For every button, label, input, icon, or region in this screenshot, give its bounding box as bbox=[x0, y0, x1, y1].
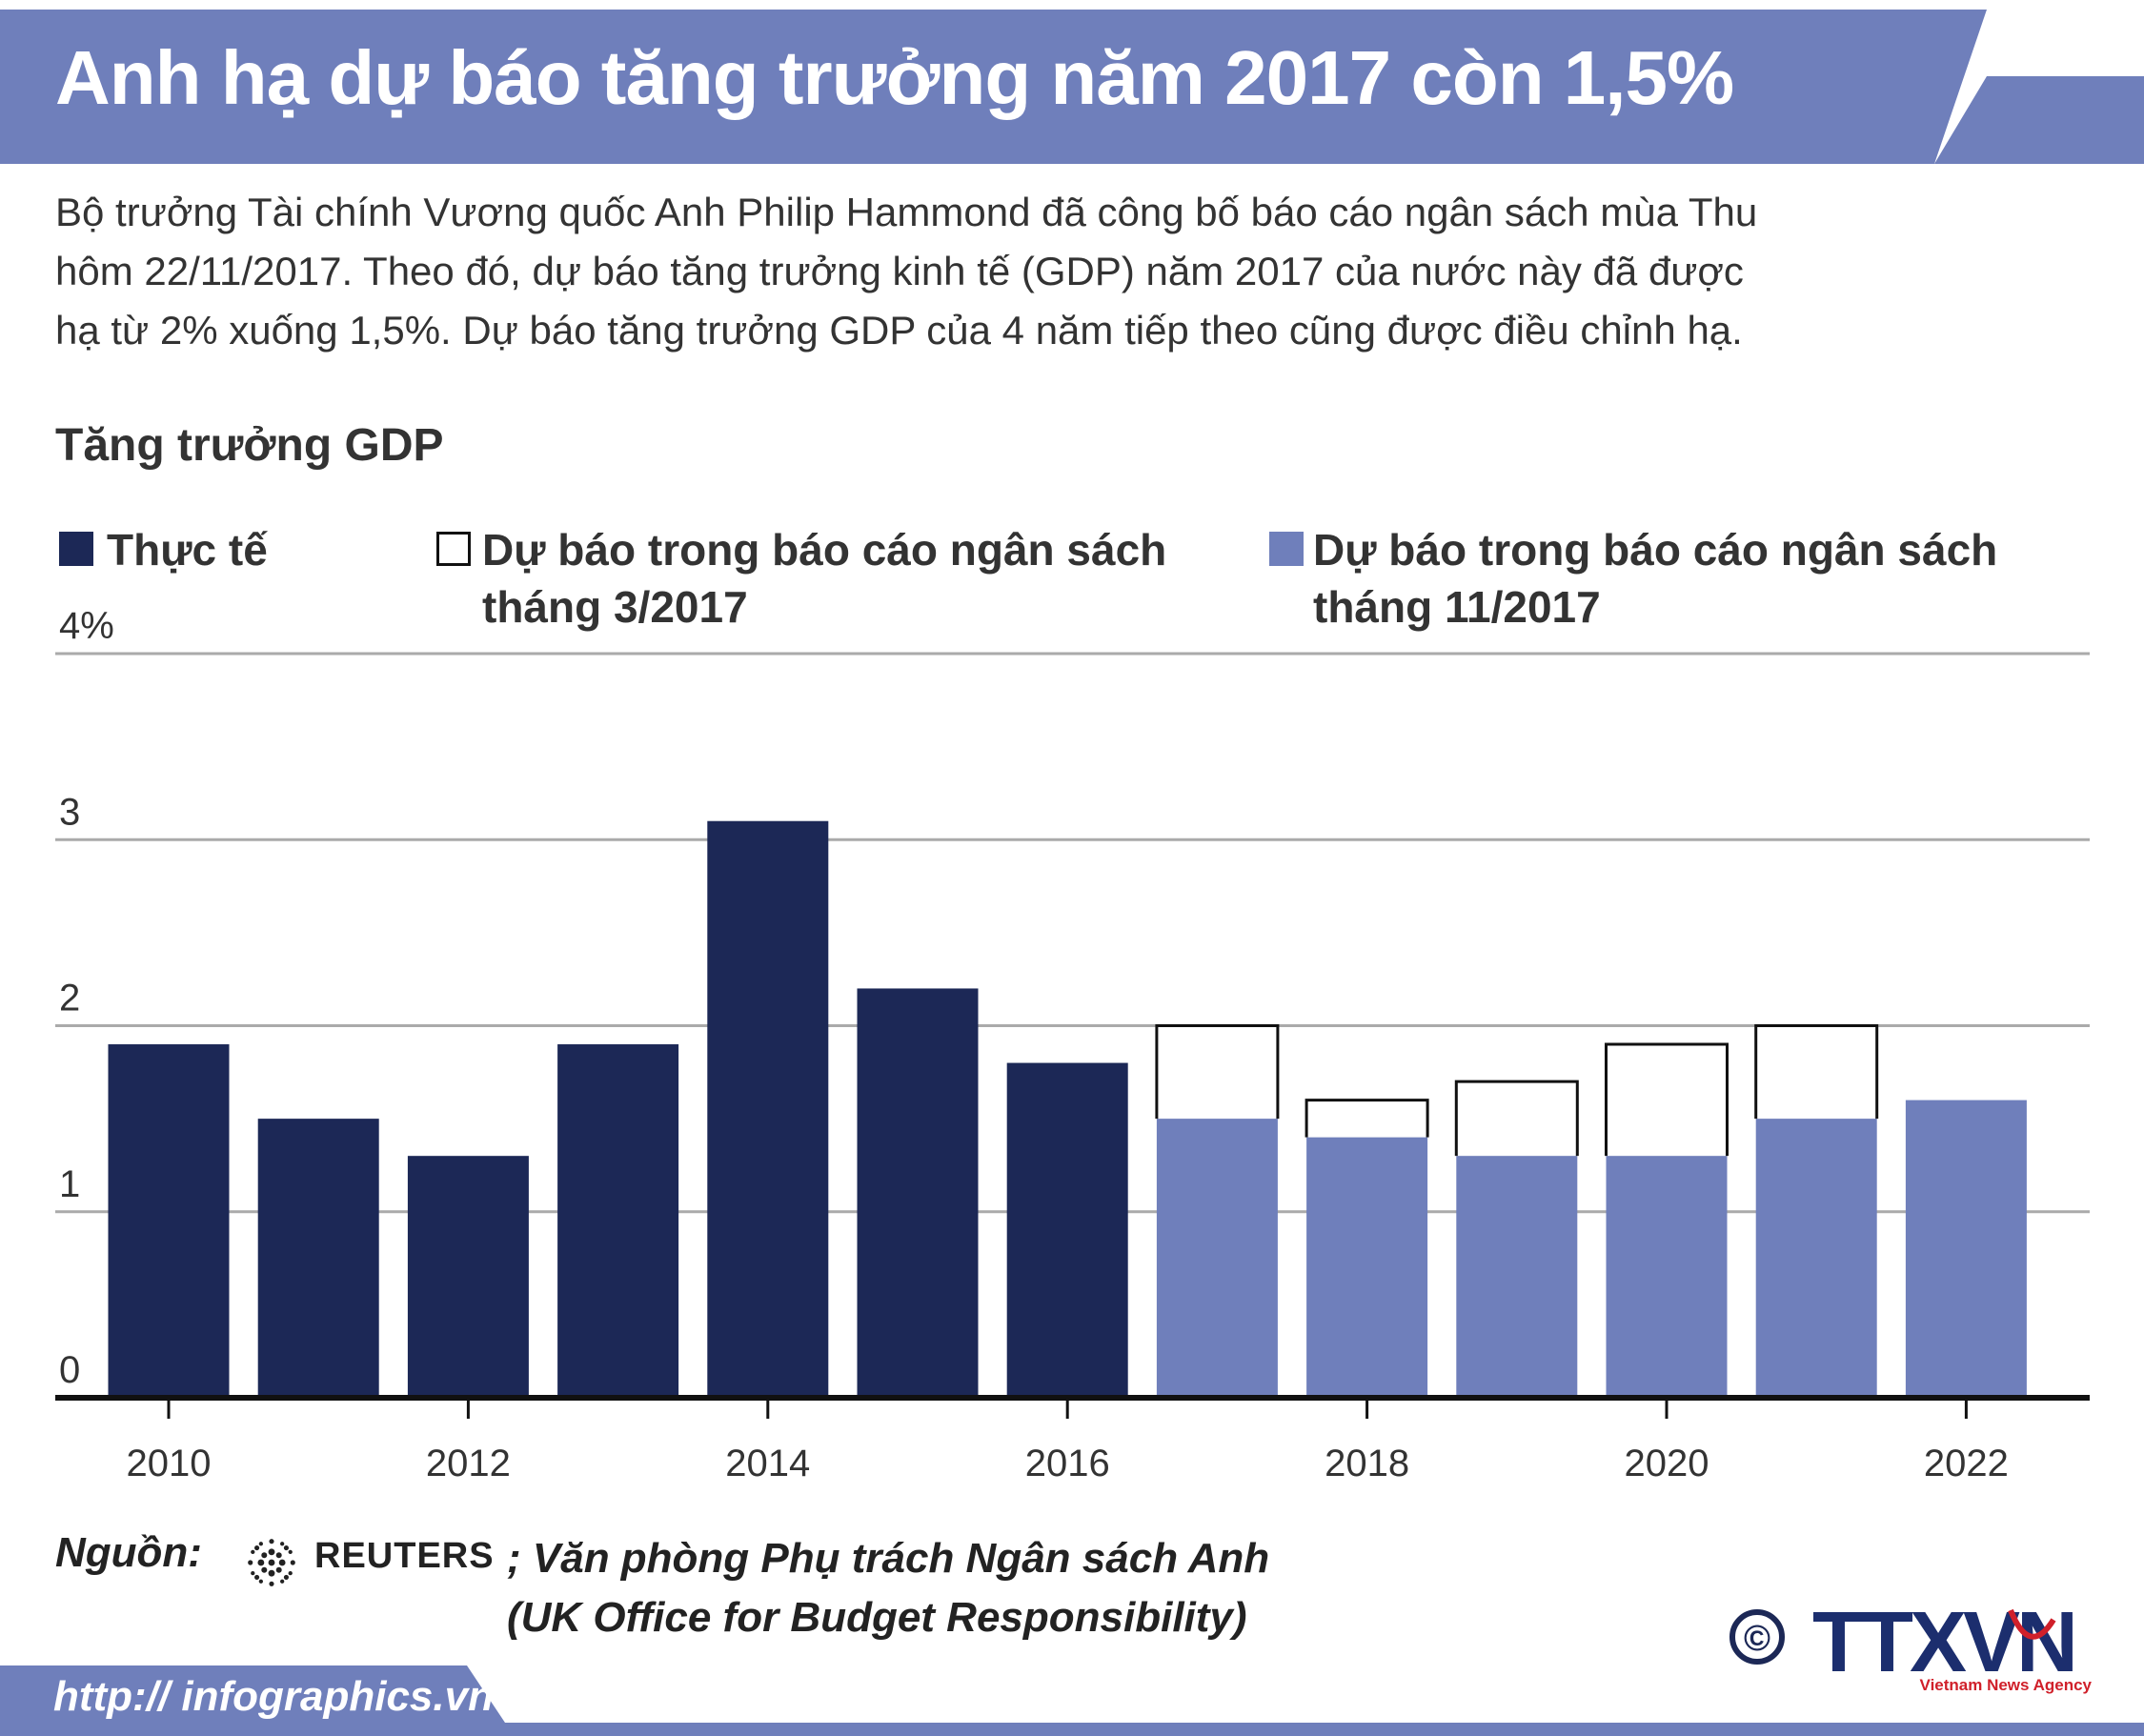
bar-actual bbox=[257, 1119, 379, 1398]
y-tick-label: 0 bbox=[59, 1349, 80, 1391]
bar-forecast-march bbox=[1605, 1042, 1729, 1157]
bar-actual bbox=[1006, 1062, 1128, 1398]
legend-label-march-1: Dự báo trong báo cáo ngân sách bbox=[482, 525, 1167, 575]
ttxvn-logo: © TTXVN Vietnam News Agency bbox=[1729, 1601, 2093, 1694]
source-org: ; Văn phòng Phụ trách Ngân sách Anh (UK … bbox=[507, 1529, 1269, 1647]
bar-forecast-nov bbox=[1606, 1156, 1728, 1398]
legend-label-actual: Thực tế bbox=[107, 525, 268, 575]
bar-forecast-nov bbox=[1456, 1156, 1578, 1398]
y-tick-label: 2 bbox=[59, 978, 80, 1019]
legend-swatch-november bbox=[1269, 532, 1304, 566]
footer-url-link[interactable]: http:// infographics.vn bbox=[53, 1673, 494, 1720]
legend-label-november-1: Dự báo trong báo cáo ngân sách bbox=[1313, 525, 1998, 575]
source-org-line2: (UK Office for Budget Responsibility) bbox=[507, 1594, 1247, 1641]
bar-forecast-march bbox=[1155, 1024, 1280, 1120]
reuters-logo-icon bbox=[248, 1539, 295, 1586]
bar-actual bbox=[108, 1044, 230, 1398]
bar-forecast-march bbox=[1754, 1024, 1879, 1120]
y-tick-label: 1 bbox=[59, 1163, 80, 1205]
x-tick-label: 2012 bbox=[426, 1443, 511, 1484]
bar-forecast-nov bbox=[1755, 1119, 1877, 1398]
source-org-line1: ; Văn phòng Phụ trách Ngân sách Anh bbox=[507, 1535, 1270, 1582]
bar-actual bbox=[707, 820, 829, 1398]
ttxvn-subtitle: Vietnam News Agency bbox=[1920, 1676, 2093, 1694]
y-tick-label: 4% bbox=[59, 605, 114, 647]
x-tick-label: 2020 bbox=[1625, 1443, 1709, 1484]
legend-swatch-march bbox=[436, 532, 471, 566]
bar-actual bbox=[407, 1156, 529, 1398]
x-tick-label: 2014 bbox=[725, 1443, 810, 1484]
footer-band bbox=[0, 1665, 2144, 1736]
bar-forecast-nov bbox=[1156, 1119, 1278, 1398]
x-tick-label: 2022 bbox=[1924, 1443, 2009, 1484]
x-tick-label: 2010 bbox=[127, 1443, 212, 1484]
intro-text: Bộ trưởng Tài chính Vương quốc Anh Phili… bbox=[55, 183, 1961, 360]
chart-title: Tăng trưởng GDP bbox=[55, 420, 444, 471]
intro-line: hạ từ 2% xuống 1,5%. Dự báo tăng trưởng … bbox=[55, 308, 1743, 353]
x-tick-label: 2016 bbox=[1025, 1443, 1110, 1484]
bar-forecast-nov bbox=[1905, 1100, 2027, 1398]
ttxvn-wordmark: TTXVN bbox=[1812, 1601, 2074, 1690]
legend-label-november-2: tháng 11/2017 bbox=[1313, 582, 1601, 632]
y-tick-label: 3 bbox=[59, 791, 80, 833]
reuters-wordmark: REUTERS bbox=[314, 1536, 495, 1576]
page-title: Anh hạ dự báo tăng trưởng năm 2017 còn 1… bbox=[55, 35, 1734, 120]
legend-label-march-2: tháng 3/2017 bbox=[482, 582, 748, 632]
header-band bbox=[0, 10, 2144, 164]
intro-line: Bộ trưởng Tài chính Vương quốc Anh Phili… bbox=[55, 190, 1758, 234]
bar-actual bbox=[557, 1044, 679, 1398]
bar-forecast-nov bbox=[1306, 1137, 1428, 1398]
bar-actual bbox=[857, 988, 979, 1398]
source-label: Nguồn: bbox=[55, 1529, 202, 1576]
x-tick-label: 2018 bbox=[1325, 1443, 1409, 1484]
legend-swatch-actual bbox=[59, 532, 93, 566]
bar-forecast-march bbox=[1454, 1080, 1579, 1157]
copyright-icon: © bbox=[1744, 1619, 1770, 1659]
intro-line: hôm 22/11/2017. Theo đó, dự báo tăng trư… bbox=[55, 249, 1744, 293]
bar-forecast-march bbox=[1305, 1099, 1429, 1138]
